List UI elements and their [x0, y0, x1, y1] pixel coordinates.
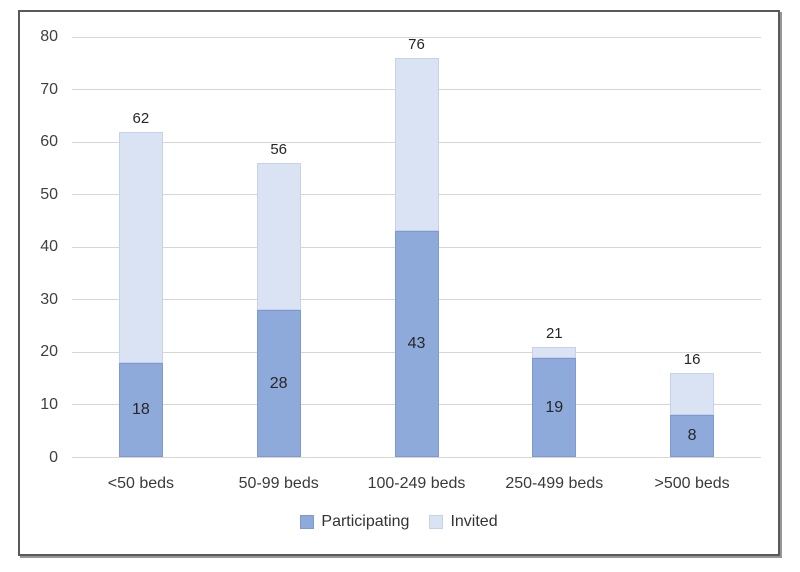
bar-total-label: 16: [683, 351, 701, 369]
bar-segment-participating: [670, 415, 715, 458]
x-axis-category-label: <50 beds: [107, 475, 175, 492]
bar-total-label: 62: [132, 109, 150, 127]
x-axis-category-label: 50-99 beds: [238, 475, 319, 492]
bar-segment-invited: [394, 58, 439, 232]
y-axis-tick-label: 30: [40, 290, 58, 308]
y-axis-tick-label: 0: [49, 448, 58, 466]
y-axis-tick-label: 20: [40, 343, 58, 361]
x-axis-category-label: 250-499 beds: [505, 475, 604, 492]
bar-total-label: 56: [270, 141, 288, 159]
bar-segment-label: 19: [545, 398, 564, 416]
x-axis-category-label: >500 beds: [654, 475, 730, 492]
bar-segment-invited: [532, 347, 577, 358]
legend: Participating Invited: [20, 513, 778, 531]
bar-segment-invited: [118, 131, 163, 363]
legend-label: Invited: [450, 513, 498, 530]
bar-segment-label: 8: [687, 427, 697, 445]
y-axis-tick-label: 70: [40, 80, 58, 98]
legend-label: Participating: [321, 513, 410, 530]
bar-segment-label: 28: [269, 374, 288, 392]
gridline: [72, 36, 761, 38]
bar-total-label: 76: [408, 36, 425, 54]
x-axis-category-label: 100-249 beds: [367, 475, 466, 492]
y-axis-tick-label: 40: [40, 238, 58, 256]
bar-segment-label: 18: [131, 401, 150, 419]
bar-segment-participating: [118, 362, 163, 458]
bar-segment-invited: [256, 163, 301, 311]
bar-segment-label: 43: [407, 335, 426, 353]
legend-swatch: [300, 515, 315, 529]
y-axis-tick-label: 60: [40, 133, 58, 151]
y-axis-tick-label: 80: [40, 28, 58, 45]
legend-item-invited: Invited: [429, 513, 498, 531]
legend-swatch: [429, 515, 444, 529]
bar-segment-participating: [394, 231, 439, 458]
bar-segment-participating: [532, 357, 577, 458]
legend-item-participating: Participating: [300, 513, 409, 531]
bar-segment-participating: [256, 310, 301, 458]
y-axis-tick-label: 50: [40, 185, 58, 203]
bar-total-label: 21: [545, 325, 563, 343]
gridline: [72, 457, 761, 458]
y-axis-tick-label: 10: [40, 395, 58, 413]
bar-segment-invited: [670, 373, 715, 416]
chart-frame: 0 10 20 30 40 50 60 70 80 62 18 <50 beds 56 28 50-99 b…: [18, 10, 780, 556]
